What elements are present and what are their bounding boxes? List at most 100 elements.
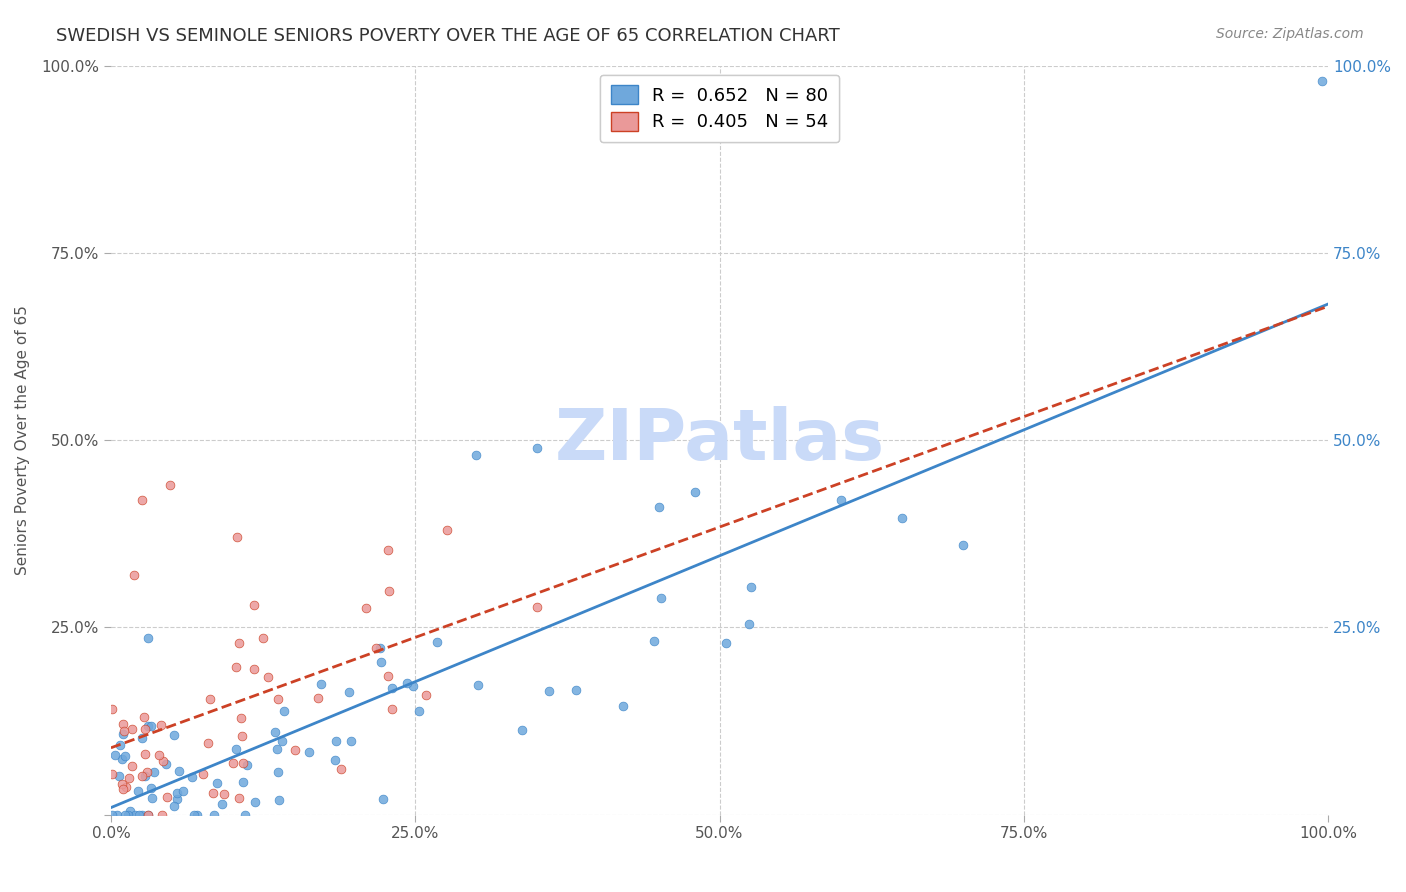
Legend: R =  0.652   N = 80, R =  0.405   N = 54: R = 0.652 N = 80, R = 0.405 N = 54 bbox=[600, 75, 839, 142]
Point bbox=[415, 688, 437, 702]
Point bbox=[325, 733, 347, 747]
Point bbox=[122, 567, 145, 582]
Point bbox=[267, 692, 290, 706]
Point bbox=[166, 792, 188, 806]
Point bbox=[231, 729, 253, 743]
Point bbox=[131, 731, 153, 745]
Point bbox=[228, 636, 250, 650]
Point bbox=[263, 724, 285, 739]
Point bbox=[121, 723, 143, 737]
Point bbox=[191, 767, 214, 781]
Point bbox=[740, 580, 762, 594]
Point bbox=[127, 784, 149, 798]
Point bbox=[143, 765, 166, 780]
Text: SWEDISH VS SEMINOLE SENIORS POVERTY OVER THE AGE OF 65 CORRELATION CHART: SWEDISH VS SEMINOLE SENIORS POVERTY OVER… bbox=[56, 27, 839, 45]
Point bbox=[257, 670, 280, 684]
Point bbox=[323, 753, 346, 767]
Point bbox=[337, 685, 360, 699]
Point bbox=[211, 797, 233, 812]
Point bbox=[1310, 73, 1333, 87]
Point bbox=[378, 584, 401, 599]
Point bbox=[231, 711, 253, 725]
Point bbox=[273, 704, 295, 718]
Point bbox=[186, 807, 208, 822]
Point bbox=[270, 733, 292, 747]
Point bbox=[124, 807, 146, 822]
Point bbox=[243, 662, 266, 676]
Text: ZIPatlas: ZIPatlas bbox=[554, 406, 884, 475]
Point bbox=[225, 742, 247, 756]
Point bbox=[267, 793, 290, 807]
Point bbox=[136, 764, 159, 779]
Point bbox=[647, 500, 669, 515]
Point bbox=[467, 677, 489, 691]
Point bbox=[108, 769, 131, 783]
Point bbox=[737, 616, 759, 631]
Point bbox=[235, 757, 257, 772]
Point bbox=[340, 734, 363, 748]
Point bbox=[381, 702, 404, 716]
Point bbox=[377, 543, 399, 558]
Point bbox=[526, 600, 548, 615]
Point bbox=[148, 747, 170, 762]
Point bbox=[101, 701, 124, 715]
Point bbox=[891, 511, 914, 525]
Point bbox=[134, 722, 156, 736]
Point bbox=[105, 807, 128, 822]
Point bbox=[298, 745, 321, 759]
Point bbox=[232, 756, 254, 770]
Point bbox=[226, 530, 249, 544]
Point bbox=[159, 478, 181, 492]
Point bbox=[233, 807, 256, 822]
Point bbox=[131, 769, 153, 783]
Point bbox=[307, 690, 329, 705]
Point bbox=[526, 441, 548, 455]
Point bbox=[134, 769, 156, 783]
Point bbox=[114, 780, 136, 794]
Point bbox=[252, 631, 274, 645]
Point bbox=[111, 781, 134, 796]
Point bbox=[117, 807, 139, 822]
Point bbox=[368, 641, 391, 656]
Point bbox=[565, 683, 588, 698]
Point bbox=[141, 790, 163, 805]
Point bbox=[108, 738, 131, 752]
Point bbox=[121, 759, 143, 773]
Point bbox=[228, 791, 250, 805]
Point bbox=[222, 756, 245, 770]
Point bbox=[952, 538, 974, 552]
Point bbox=[183, 807, 205, 822]
Point bbox=[104, 747, 127, 762]
Point bbox=[155, 757, 177, 772]
Point bbox=[373, 792, 395, 806]
Point bbox=[510, 723, 533, 738]
Point bbox=[232, 775, 254, 789]
Point bbox=[112, 724, 135, 739]
Point bbox=[266, 764, 288, 779]
Point bbox=[366, 640, 388, 655]
Point bbox=[156, 789, 179, 804]
Point bbox=[197, 736, 219, 750]
Point bbox=[436, 523, 458, 537]
Point bbox=[284, 743, 307, 757]
Point bbox=[311, 677, 333, 691]
Point bbox=[138, 807, 160, 822]
Point bbox=[163, 799, 186, 814]
Point bbox=[114, 749, 136, 764]
Point bbox=[202, 807, 225, 822]
Point bbox=[643, 634, 665, 648]
Point bbox=[266, 742, 288, 756]
Point bbox=[245, 795, 267, 809]
Point bbox=[426, 635, 449, 649]
Point bbox=[395, 676, 418, 690]
Point bbox=[356, 600, 378, 615]
Point bbox=[136, 807, 159, 822]
Point bbox=[111, 752, 134, 766]
Point bbox=[131, 493, 153, 508]
Point bbox=[172, 784, 194, 798]
Point bbox=[101, 807, 124, 822]
Point bbox=[205, 776, 228, 790]
Point bbox=[114, 807, 136, 822]
Point bbox=[370, 655, 392, 669]
Point bbox=[152, 754, 174, 768]
